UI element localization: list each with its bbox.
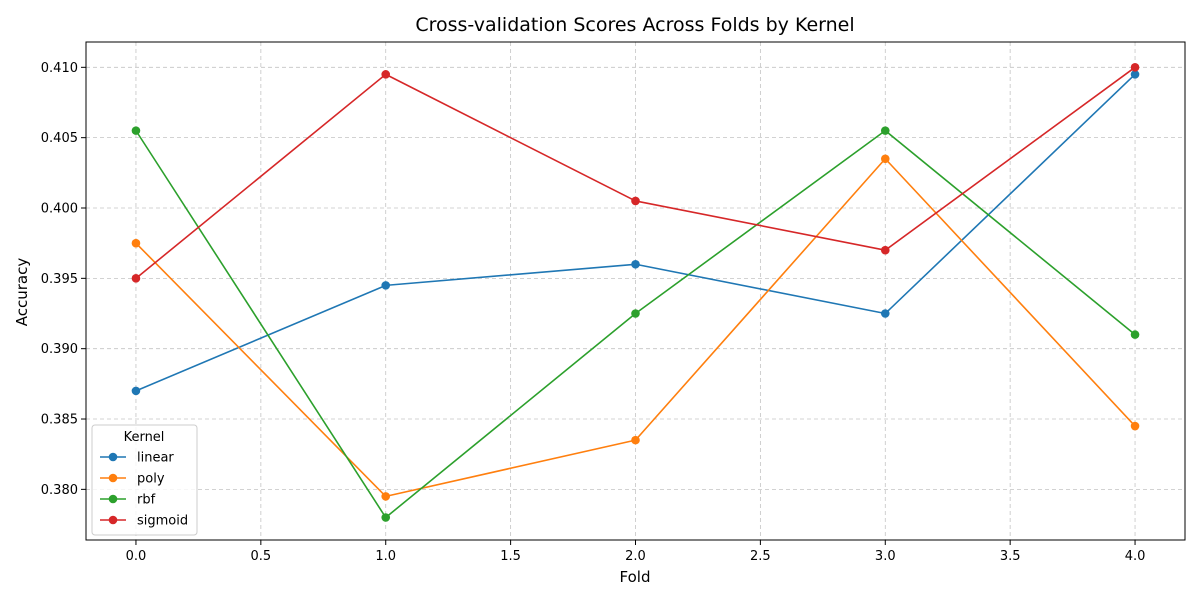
legend-item-sigmoid: sigmoid	[100, 514, 188, 529]
data-point-linear	[880, 309, 890, 318]
legend-item-poly: poly	[100, 472, 165, 487]
y-tick-label: 0.405	[41, 131, 78, 146]
series-sigmoid	[131, 63, 1140, 283]
y-tick-label: 0.390	[41, 342, 78, 357]
legend-swatch-marker	[108, 452, 118, 462]
data-point-poly	[880, 154, 890, 164]
legend: Kernel linear poly rbf sigmoid	[91, 424, 198, 536]
data-point-sigmoid	[381, 70, 391, 79]
data-point-sigmoid	[1130, 63, 1140, 72]
legend-label: linear	[137, 451, 174, 466]
data-point-sigmoid	[880, 245, 890, 255]
data-point-rbf	[131, 126, 141, 135]
x-axis-title: Fold	[620, 568, 651, 586]
legend-box	[91, 424, 198, 536]
data-point-linear	[131, 386, 141, 396]
y-tick-label: 0.410	[41, 61, 78, 76]
tick-labels: 0.0 0.5 1.0 1.5 2.0 2.5 3.0 3.5 4.0 0.380 0.385 0.3…	[41, 61, 1146, 564]
x-tick-label: 1.5	[500, 549, 521, 564]
y-tick-label: 0.395	[41, 272, 78, 287]
data-point-rbf	[1130, 330, 1140, 339]
plot-series	[131, 63, 1140, 522]
data-point-rbf	[631, 309, 640, 318]
series-rbf	[131, 126, 1140, 522]
data-point-sigmoid	[131, 274, 141, 283]
legend-label: rbf	[137, 493, 156, 508]
data-point-poly	[631, 435, 640, 445]
data-point-rbf	[880, 126, 890, 135]
series-poly	[131, 154, 1140, 501]
x-tick-label: 3.5	[1000, 549, 1021, 564]
data-point-poly	[131, 238, 141, 248]
data-point-linear	[1130, 70, 1140, 79]
legend-swatch-marker	[108, 494, 118, 504]
y-axis-title: Accuracy	[13, 258, 31, 327]
data-point-linear	[631, 259, 640, 269]
legend-title: Kernel	[124, 430, 165, 445]
x-tick-label: 1.0	[375, 549, 396, 564]
data-point-linear	[381, 281, 391, 290]
data-point-rbf	[381, 513, 391, 522]
y-tick-label: 0.400	[41, 202, 78, 217]
data-point-sigmoid	[631, 196, 640, 206]
legend-items: linear poly rbf sigmoid	[100, 451, 188, 529]
legend-swatch-marker	[108, 473, 118, 483]
y-tick-label: 0.380	[41, 483, 78, 498]
data-point-poly	[381, 492, 391, 501]
grid-lines	[86, 42, 1185, 540]
x-tick-label: 3.0	[875, 549, 896, 564]
chart-title: Cross-validation Scores Across Folds by …	[415, 14, 854, 36]
legend-item-rbf: rbf	[100, 493, 156, 508]
y-tick-label: 0.385	[41, 413, 78, 428]
legend-swatch-marker	[108, 515, 118, 525]
x-tick-label: 0.5	[250, 549, 271, 564]
series-linear	[131, 70, 1140, 396]
x-tick-label: 4.0	[1125, 549, 1146, 564]
x-tick-label: 2.0	[625, 549, 646, 564]
x-tick-label: 2.5	[750, 549, 771, 564]
x-tick-label: 0.0	[126, 549, 147, 564]
legend-label: poly	[137, 472, 165, 487]
data-point-poly	[1130, 421, 1140, 431]
legend-label: sigmoid	[137, 514, 188, 529]
legend-item-linear: linear	[100, 451, 174, 466]
